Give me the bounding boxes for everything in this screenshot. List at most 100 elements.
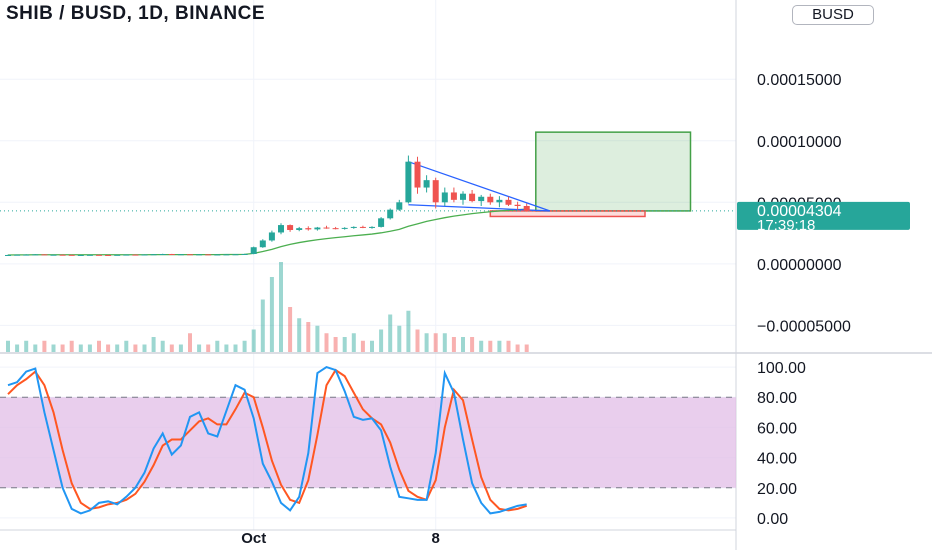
volume-bar <box>142 344 147 352</box>
candle <box>68 254 75 256</box>
candle <box>59 254 66 256</box>
candle-body <box>177 254 184 256</box>
candle-body <box>487 196 494 203</box>
volume-bar <box>97 340 101 352</box>
moving-average-line <box>7 208 527 256</box>
candle <box>5 254 11 256</box>
candle-body <box>196 254 203 256</box>
candle-body <box>278 225 284 233</box>
volume-bar <box>470 337 475 352</box>
last-price-badge <box>737 201 910 230</box>
candle-body <box>423 180 430 188</box>
candle-body <box>259 240 266 248</box>
osc-axis-label: 60.00 <box>757 420 797 437</box>
candle-body <box>387 209 394 219</box>
candle-body <box>141 254 148 256</box>
volume-bar <box>224 344 229 352</box>
volume-bar <box>60 344 65 352</box>
volume-bar <box>279 262 283 352</box>
candle-body <box>523 206 530 211</box>
candle <box>241 253 248 255</box>
candle-body <box>369 226 375 228</box>
candle-body <box>132 254 139 256</box>
candle-body <box>214 254 221 256</box>
chart-title: SHIB / BUSD, 1D, BINANCE <box>6 3 266 24</box>
candle-body <box>23 254 30 256</box>
candle-body <box>414 161 421 188</box>
volume-bar <box>269 277 274 352</box>
volume-bar <box>288 307 293 352</box>
osc-axis-label: 40.00 <box>757 451 797 468</box>
candle <box>496 196 503 208</box>
osc-axis-label: 80.00 <box>757 390 797 407</box>
volume-bar <box>87 344 92 352</box>
osc-axis-label: 0.00 <box>757 511 788 528</box>
volume-bar <box>306 322 311 352</box>
volume-bar <box>160 340 165 352</box>
volume-bar <box>424 333 429 352</box>
candle <box>96 254 102 256</box>
candle-body <box>187 254 193 256</box>
candle-body <box>405 161 412 203</box>
candle <box>378 217 385 228</box>
volume-bar <box>6 340 10 352</box>
candle-body <box>105 254 112 256</box>
candle-body <box>59 254 66 256</box>
volume-bar <box>442 333 447 352</box>
volume-bar <box>24 340 29 352</box>
candle-body <box>505 199 512 205</box>
last-price-value: 0.00004304 <box>757 203 842 220</box>
candle <box>159 253 166 255</box>
volume-bar <box>397 325 402 352</box>
volume-bar <box>215 340 220 352</box>
candle <box>86 254 93 256</box>
candle <box>450 187 457 203</box>
candle-body <box>296 228 303 230</box>
candle-body <box>241 254 248 255</box>
candle <box>469 190 476 203</box>
volume-bar <box>360 340 365 352</box>
candle <box>250 246 257 255</box>
candle <box>41 254 48 256</box>
volume-bar <box>33 344 38 352</box>
candle-body <box>350 226 357 228</box>
candle-body <box>96 254 102 256</box>
volume-bar <box>242 340 247 352</box>
volume-bar <box>524 344 529 352</box>
candle <box>432 177 439 209</box>
volume-bar <box>415 329 420 352</box>
candle <box>350 226 357 229</box>
candle-body <box>32 254 39 256</box>
candle <box>423 175 430 193</box>
candle-body <box>5 254 11 256</box>
candle <box>23 254 30 256</box>
volume-bar <box>151 337 156 352</box>
candle <box>405 155 412 204</box>
volume-bar <box>106 344 111 352</box>
candle <box>369 226 375 229</box>
volume-bar <box>370 340 374 352</box>
candle-body <box>314 227 321 230</box>
candle-body <box>378 218 385 227</box>
candle <box>296 226 303 232</box>
candle-body <box>287 225 294 230</box>
candle <box>114 254 121 256</box>
volume-bar <box>297 318 302 352</box>
candle <box>268 230 275 242</box>
volume-bar <box>42 340 47 352</box>
candle <box>223 254 230 256</box>
candle-body <box>432 180 439 203</box>
currency-button[interactable]: BUSD <box>792 5 874 25</box>
candle-body <box>268 232 275 241</box>
candle <box>232 254 239 256</box>
candle-body <box>514 204 521 206</box>
volume-bar <box>197 344 202 352</box>
candle <box>259 239 266 248</box>
volume-bar <box>115 344 120 352</box>
volume-bar <box>515 344 520 352</box>
candle-body <box>305 228 312 230</box>
volume-bar <box>124 340 129 352</box>
volume-bar <box>260 299 265 352</box>
volume-bar <box>379 329 384 352</box>
